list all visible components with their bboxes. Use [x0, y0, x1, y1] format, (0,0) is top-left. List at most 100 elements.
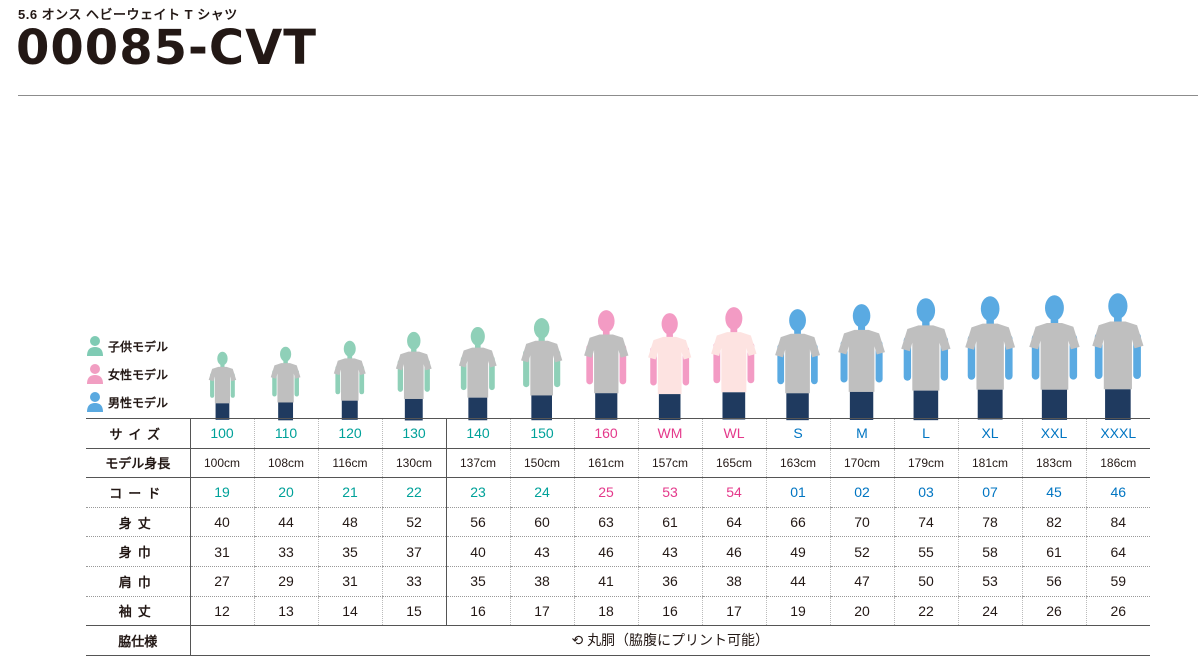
cell-width: 40 — [445, 536, 510, 567]
label-height: モデル身長 — [86, 448, 191, 479]
cell-size: WL — [701, 418, 766, 449]
cell-length: 78 — [957, 507, 1022, 538]
model-figures — [190, 280, 1150, 420]
cell-sleeve: 17 — [701, 596, 766, 627]
cell-width: 55 — [893, 536, 958, 567]
cell-width: 43 — [637, 536, 702, 567]
legend-man: 男性モデル — [86, 388, 186, 416]
model-figure — [837, 303, 886, 420]
cell-length: 44 — [253, 507, 318, 538]
model-figure — [710, 306, 758, 420]
cell-length: 84 — [1085, 507, 1150, 538]
cell-sleeve: 14 — [317, 596, 382, 627]
cell-height: 157cm — [637, 448, 702, 479]
cell-height: 170cm — [829, 448, 894, 479]
cell-sleeve: 12 — [189, 596, 254, 627]
cell-sleeve: 19 — [765, 596, 830, 627]
cell-height: 183cm — [1021, 448, 1086, 479]
cell-code: 19 — [189, 477, 254, 508]
model-figure — [270, 346, 301, 420]
cell-size: WM — [637, 418, 702, 449]
label-shoulder: 肩巾 — [86, 566, 191, 597]
model-figure — [1028, 294, 1081, 420]
kid-model-icon — [86, 335, 104, 357]
cell-shoulder: 36 — [637, 566, 702, 597]
cell-sleeve: 16 — [445, 596, 510, 627]
legend-man-label: 男性モデル — [108, 395, 169, 410]
cell-width: 46 — [701, 536, 766, 567]
cell-length: 74 — [893, 507, 958, 538]
cell-size: 120 — [317, 418, 382, 449]
cell-width: 49 — [765, 536, 830, 567]
model-legend: 子供モデル 女性モデル 男性モデル — [86, 332, 186, 416]
cell-code: 03 — [893, 477, 958, 508]
legend-kid-label: 子供モデル — [108, 339, 169, 354]
model-figure — [395, 331, 433, 420]
cell-code: 25 — [573, 477, 638, 508]
model-figure — [208, 351, 237, 420]
cell-length: 52 — [381, 507, 446, 538]
row-sleeve: 袖丈 12 13 14 15 16 17 18 16 17 19 20 22 24 26 26 — [86, 596, 1150, 627]
cell-sleeve: 16 — [637, 596, 702, 627]
cell-code: 20 — [253, 477, 318, 508]
cell-size: M — [829, 418, 894, 449]
cell-sleeve: 26 — [1021, 596, 1086, 627]
side-spec-text: 丸胴（脇腹にプリント可能） — [587, 632, 770, 649]
legend-woman-label: 女性モデル — [108, 367, 169, 382]
cell-length: 63 — [573, 507, 638, 538]
cell-size: 160 — [573, 418, 638, 449]
cell-height: 181cm — [957, 448, 1022, 479]
cell-shoulder: 31 — [317, 566, 382, 597]
cell-height: 161cm — [573, 448, 638, 479]
cell-code: 02 — [829, 477, 894, 508]
row-code: コード 19 20 21 22 23 24 25 53 54 01 02 03 07 45 46 — [86, 477, 1150, 508]
cell-height: 179cm — [893, 448, 958, 479]
product-code: 00085-CVT — [16, 20, 318, 76]
cell-shoulder: 44 — [765, 566, 830, 597]
cell-sleeve: 20 — [829, 596, 894, 627]
cell-width: 58 — [957, 536, 1022, 567]
cell-shoulder: 38 — [509, 566, 574, 597]
subtitle: 5.6 オンス ヘビーウェイト T シャツ — [18, 7, 238, 22]
label-width: 身巾 — [86, 536, 191, 567]
model-figure — [458, 326, 498, 420]
woman-model-icon — [86, 363, 104, 385]
cell-width: 46 — [573, 536, 638, 567]
cell-code: 54 — [701, 477, 766, 508]
cell-code: 21 — [317, 477, 382, 508]
cell-sleeve: 22 — [893, 596, 958, 627]
cell-sleeve: 17 — [509, 596, 574, 627]
cell-shoulder: 59 — [1085, 566, 1150, 597]
cell-shoulder: 53 — [957, 566, 1022, 597]
cell-length: 40 — [189, 507, 254, 538]
cell-height: 116cm — [317, 448, 382, 479]
legend-woman: 女性モデル — [86, 360, 186, 388]
model-figure — [520, 317, 563, 420]
cell-shoulder: 27 — [189, 566, 254, 597]
cell-size: XXXL — [1085, 418, 1150, 449]
cell-sleeve: 26 — [1085, 596, 1150, 627]
cell-shoulder: 33 — [381, 566, 446, 597]
row-length: 身丈 40 44 48 52 56 60 63 61 64 66 70 74 78 82 84 — [86, 507, 1150, 538]
model-figure — [964, 295, 1016, 420]
cell-code: 01 — [765, 477, 830, 508]
model-figure — [1091, 292, 1145, 420]
header-divider — [18, 95, 1198, 96]
cell-size: 150 — [509, 418, 574, 449]
cell-height: 137cm — [445, 448, 510, 479]
cell-code: 46 — [1085, 477, 1150, 508]
cell-height: 150cm — [509, 448, 574, 479]
cell-height: 163cm — [765, 448, 830, 479]
cell-length: 48 — [317, 507, 382, 538]
cell-shoulder: 38 — [701, 566, 766, 597]
model-figure — [583, 309, 630, 420]
cell-width: 43 — [509, 536, 574, 567]
cell-sleeve: 24 — [957, 596, 1022, 627]
cell-height: 165cm — [701, 448, 766, 479]
cell-height: 130cm — [381, 448, 446, 479]
cell-size: 130 — [381, 418, 446, 449]
cell-height: 186cm — [1085, 448, 1150, 479]
cell-size: 110 — [253, 418, 318, 449]
model-figure — [900, 297, 952, 420]
row-side: 脇仕様 ⟲ 丸胴（脇腹にプリント可能） — [86, 625, 1150, 656]
